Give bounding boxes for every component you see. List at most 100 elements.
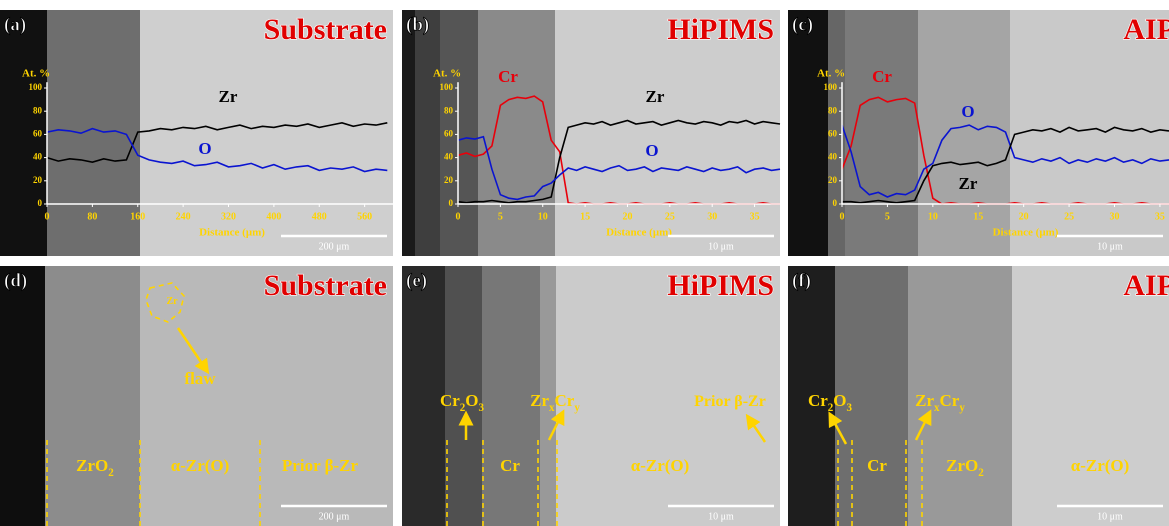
x-tick-label: 25 [1064, 211, 1074, 222]
panel-label: (e) [406, 270, 427, 291]
series-label: Zr [646, 87, 665, 106]
x-tick-label: 10 [928, 211, 938, 222]
x-tick-label: 10 [538, 211, 548, 222]
y-tick-label: 60 [444, 128, 454, 138]
x-tick-label: 25 [665, 211, 675, 222]
panel-title: Substrate [264, 13, 387, 46]
panel-title: HiPIMS [667, 13, 774, 46]
y-tick-label: 60 [33, 128, 43, 138]
x-tick-label: 0 [456, 211, 461, 222]
y-tick-label: 80 [33, 105, 43, 115]
region-label: flaw [184, 369, 216, 388]
x-tick-label: 560 [357, 211, 372, 222]
label-part: Cr [440, 391, 460, 410]
y-tick-label: 20 [828, 175, 838, 185]
y-axis-label: At. % [433, 68, 461, 80]
panel-title: HiPIMS [667, 269, 774, 302]
x-tick-label: 20 [1019, 211, 1029, 222]
x-tick-label: 240 [176, 211, 191, 222]
y-tick-label: 80 [828, 105, 838, 115]
label-part: 3 [479, 402, 485, 414]
label-part: Cr [500, 456, 520, 475]
y-tick-label: 20 [33, 175, 43, 185]
x-tick-label: 35 [1155, 211, 1165, 222]
x-tick-label: 35 [750, 211, 760, 222]
series-label: Zr [959, 174, 978, 193]
series-label: O [198, 139, 211, 158]
x-tick-label: 30 [1110, 211, 1120, 222]
scale-bar-label: 10 μm [708, 241, 734, 252]
label-part: y [959, 402, 965, 414]
x-tick-label: 480 [312, 211, 327, 222]
x-tick-label: 30 [707, 211, 717, 222]
series-label: O [961, 102, 974, 121]
panel-label: (c) [792, 14, 813, 35]
label-part: O [465, 391, 478, 410]
label-part: Cr [867, 456, 887, 475]
sem-backgrounds [0, 10, 1169, 526]
scale-bar-label: 10 μm [708, 511, 734, 522]
label-part: Cr [940, 391, 960, 410]
label-part: Cr [808, 391, 828, 410]
label-part: flaw [184, 369, 216, 388]
label-part: α-Zr(O) [1071, 456, 1130, 475]
y-tick-label: 60 [828, 128, 838, 138]
scale-bar-label: 200 μm [319, 241, 350, 252]
label-part: Prior β-Zr [694, 393, 766, 410]
x-tick-label: 15 [973, 211, 983, 222]
figure: ZrO020406080100080160240320400480560At. … [0, 0, 1169, 526]
x-tick-label: 320 [221, 211, 236, 222]
series-label: O [645, 141, 658, 160]
label-part: ZrO [76, 456, 108, 475]
x-tick-label: 80 [87, 211, 97, 222]
panel-title: Substrate [264, 269, 387, 302]
region-label: α-Zr(O) [171, 456, 230, 475]
y-axis-label: At. % [22, 68, 50, 80]
x-axis-label: Distance (μm) [199, 227, 265, 239]
label-part: Zr [530, 391, 549, 410]
series-label: Zr [219, 87, 238, 106]
x-tick-label: 5 [885, 211, 890, 222]
series-label: Cr [872, 67, 892, 86]
region-label: α-Zr(O) [1071, 456, 1130, 475]
x-tick-label: 20 [622, 211, 632, 222]
label-part: 2 [108, 467, 114, 479]
y-tick-label: 40 [33, 152, 43, 162]
panel-label: (f) [792, 270, 811, 291]
label-part: Zr [915, 391, 934, 410]
label-part: Cr [555, 391, 575, 410]
x-tick-label: 160 [130, 211, 145, 222]
y-tick-label: 20 [444, 175, 454, 185]
panel-label: (d) [4, 270, 27, 291]
panel-label: (a) [4, 14, 26, 35]
panel-title: AIP [1123, 13, 1169, 46]
region-label: α-Zr(O) [631, 456, 690, 475]
scale-bar-label: 10 μm [1097, 241, 1123, 252]
y-tick-label: 100 [440, 82, 454, 92]
y-tick-label: 100 [29, 82, 43, 92]
y-tick-label: 40 [828, 152, 838, 162]
label-part: Prior β-Zr [282, 456, 359, 475]
label-part: Zr [166, 296, 178, 307]
region-label: Zr [166, 296, 178, 307]
label-part: α-Zr(O) [171, 456, 230, 475]
x-axis-label: Distance (μm) [606, 227, 672, 239]
label-part: y [574, 402, 580, 414]
y-axis-label: At. % [817, 68, 845, 80]
label-part: α-Zr(O) [631, 456, 690, 475]
series-label: Cr [498, 67, 518, 86]
region-label: Prior β-Zr [694, 393, 766, 410]
panel-label: (b) [406, 14, 429, 35]
y-tick-label: 80 [444, 105, 454, 115]
label-part: O [833, 391, 846, 410]
label-part: ZrO [946, 456, 978, 475]
y-tick-label: 40 [444, 152, 454, 162]
scale-bar-label: 10 μm [1097, 511, 1123, 522]
x-tick-label: 15 [580, 211, 590, 222]
x-axis-label: Distance (μm) [993, 227, 1059, 239]
y-tick-label: 0 [38, 198, 43, 208]
panel-title: AIP [1123, 269, 1169, 302]
y-tick-label: 100 [824, 82, 838, 92]
x-tick-label: 5 [498, 211, 503, 222]
y-tick-label: 0 [833, 198, 838, 208]
